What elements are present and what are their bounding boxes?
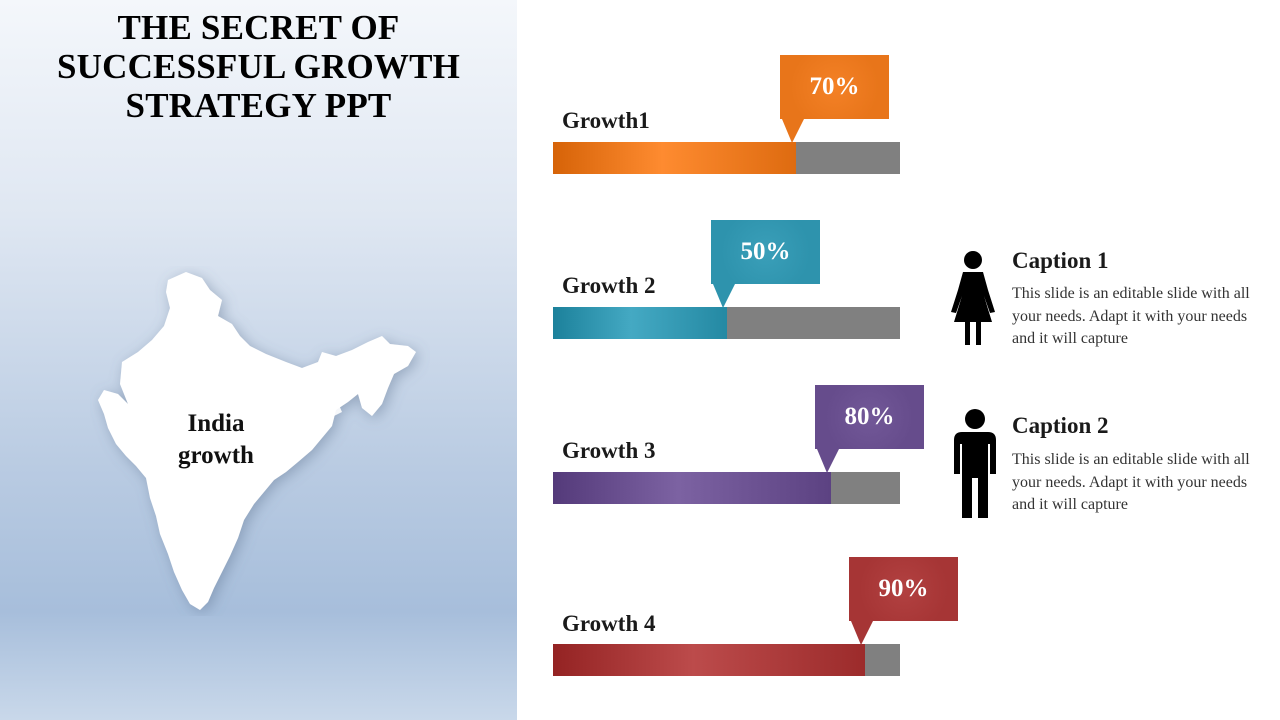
woman-icon <box>948 250 998 351</box>
callout-tail <box>782 119 804 143</box>
caption-title: Caption 1 <box>1012 248 1109 273</box>
growth-bar-fill <box>553 644 865 676</box>
growth-bar-track <box>553 644 900 676</box>
percent-text: 50% <box>740 238 791 265</box>
growth-label: Growth1 <box>562 108 650 133</box>
callout-tail <box>817 449 839 473</box>
caption-title: Caption 2 <box>1012 413 1109 438</box>
percent-text: 80% <box>844 403 895 430</box>
growth-bar-fill <box>553 142 796 174</box>
left-panel: THE SECRET OF SUCCESSFUL GROWTH STRATEGY… <box>0 0 517 720</box>
title-line: THE SECRET OF <box>117 8 400 47</box>
growth-label: Growth 2 <box>562 273 656 298</box>
percent-text: 70% <box>809 73 860 100</box>
callout-tail <box>713 284 735 308</box>
growth-bar-track <box>553 142 900 174</box>
title-line: STRATEGY PPT <box>125 86 392 125</box>
caption-text: This slide is an editable slide with all… <box>1012 451 1250 513</box>
growth-bar-fill <box>553 307 727 339</box>
percent-text: 90% <box>878 575 929 602</box>
percent-callout: 50% <box>711 220 820 284</box>
growth-bar-fill <box>553 472 831 504</box>
slide-title: THE SECRET OF SUCCESSFUL GROWTH STRATEGY… <box>0 8 517 125</box>
man-icon <box>952 408 998 525</box>
map-label: India growth <box>156 408 276 472</box>
title-line: SUCCESSFUL GROWTH <box>56 47 461 86</box>
growth-label: Growth 4 <box>562 611 656 636</box>
growth-bar-track <box>553 307 900 339</box>
callout-tail <box>851 621 873 645</box>
growth-label: Growth 3 <box>562 438 656 463</box>
map-label-line: growth <box>178 442 254 469</box>
growth-bar-track <box>553 472 900 504</box>
percent-callout: 90% <box>849 557 958 621</box>
caption-text: This slide is an editable slide with all… <box>1012 285 1250 347</box>
map-label-line: India <box>187 410 245 437</box>
india-map-icon <box>90 266 430 616</box>
percent-callout: 70% <box>780 55 889 119</box>
percent-callout: 80% <box>815 385 924 449</box>
